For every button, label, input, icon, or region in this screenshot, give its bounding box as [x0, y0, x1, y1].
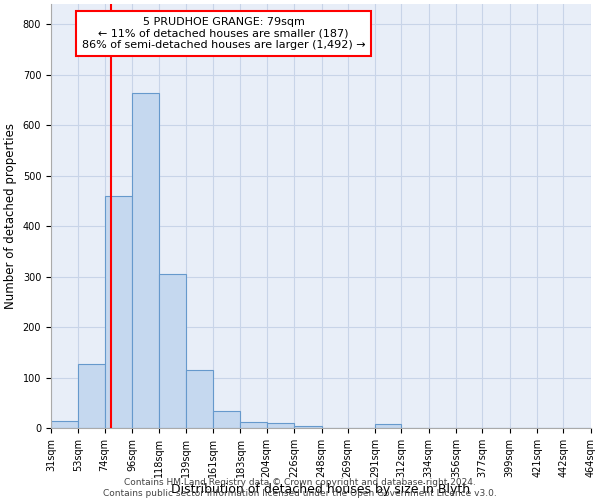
Bar [79, 364, 104, 428]
Bar [185, 370, 213, 428]
Bar [241, 422, 266, 428]
Bar [160, 274, 185, 428]
Bar [375, 424, 401, 428]
Bar [294, 426, 322, 428]
Y-axis label: Number of detached properties: Number of detached properties [4, 123, 17, 309]
Bar [213, 410, 241, 428]
X-axis label: Distribution of detached houses by size in Blyth: Distribution of detached houses by size … [172, 483, 470, 496]
Text: Contains HM Land Registry data © Crown copyright and database right 2024.
Contai: Contains HM Land Registry data © Crown c… [103, 478, 497, 498]
Bar [266, 423, 294, 428]
Text: 5 PRUDHOE GRANGE: 79sqm
← 11% of detached houses are smaller (187)
86% of semi-d: 5 PRUDHOE GRANGE: 79sqm ← 11% of detache… [82, 17, 365, 50]
Bar [132, 92, 160, 428]
Bar [51, 420, 79, 428]
Bar [104, 196, 132, 428]
